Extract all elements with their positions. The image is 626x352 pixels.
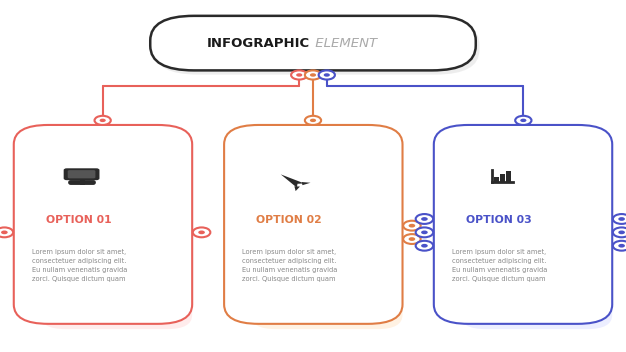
Polygon shape — [294, 186, 300, 191]
Circle shape — [613, 241, 626, 251]
Circle shape — [409, 224, 415, 227]
FancyBboxPatch shape — [434, 125, 612, 324]
FancyBboxPatch shape — [150, 16, 476, 70]
FancyBboxPatch shape — [41, 274, 192, 329]
Circle shape — [613, 214, 626, 224]
Text: OPTION 01: OPTION 01 — [46, 215, 111, 225]
Circle shape — [291, 70, 307, 80]
Circle shape — [324, 73, 330, 77]
Circle shape — [193, 227, 210, 237]
FancyBboxPatch shape — [14, 125, 192, 324]
Circle shape — [319, 70, 335, 80]
Circle shape — [613, 227, 626, 237]
Bar — [506, 171, 511, 182]
Circle shape — [0, 227, 13, 237]
Circle shape — [618, 217, 625, 221]
FancyBboxPatch shape — [461, 274, 612, 329]
Circle shape — [305, 70, 321, 80]
Circle shape — [403, 234, 421, 244]
Circle shape — [416, 227, 433, 237]
FancyBboxPatch shape — [251, 274, 403, 329]
Circle shape — [95, 116, 111, 125]
FancyBboxPatch shape — [68, 170, 95, 178]
Circle shape — [520, 119, 526, 122]
Circle shape — [421, 244, 428, 247]
Circle shape — [310, 73, 316, 77]
Circle shape — [416, 241, 433, 251]
Circle shape — [416, 214, 433, 224]
Circle shape — [310, 119, 316, 122]
Circle shape — [515, 116, 531, 125]
Circle shape — [421, 217, 428, 221]
Circle shape — [618, 231, 625, 234]
Circle shape — [296, 73, 302, 77]
FancyBboxPatch shape — [64, 168, 100, 180]
Circle shape — [1, 231, 8, 234]
FancyBboxPatch shape — [224, 125, 403, 324]
Bar — [500, 174, 505, 182]
Text: Lorem ipsum dolor sit amet,
consectetuer adipiscing elit.
Eu nullam venenatis gr: Lorem ipsum dolor sit amet, consectetuer… — [242, 249, 337, 282]
Circle shape — [421, 231, 428, 234]
Text: Lorem ipsum dolor sit amet,
consectetuer adipiscing elit.
Eu nullam venenatis gr: Lorem ipsum dolor sit amet, consectetuer… — [31, 249, 127, 282]
Circle shape — [409, 237, 415, 241]
Circle shape — [618, 244, 625, 247]
Polygon shape — [302, 182, 310, 185]
Text: Lorem ipsum dolor sit amet,
consectetuer adipiscing elit.
Eu nullam venenatis gr: Lorem ipsum dolor sit amet, consectetuer… — [451, 249, 547, 282]
Text: OPTION 03: OPTION 03 — [466, 215, 531, 225]
Text: OPTION 02: OPTION 02 — [256, 215, 322, 225]
Bar — [494, 177, 500, 182]
Circle shape — [403, 221, 421, 231]
Polygon shape — [280, 174, 304, 188]
Circle shape — [305, 116, 321, 125]
Text: INFOGRAPHIC: INFOGRAPHIC — [207, 37, 310, 50]
Circle shape — [198, 231, 205, 234]
Circle shape — [100, 119, 106, 122]
Text: ELEMENT: ELEMENT — [311, 37, 377, 50]
FancyBboxPatch shape — [154, 20, 480, 75]
